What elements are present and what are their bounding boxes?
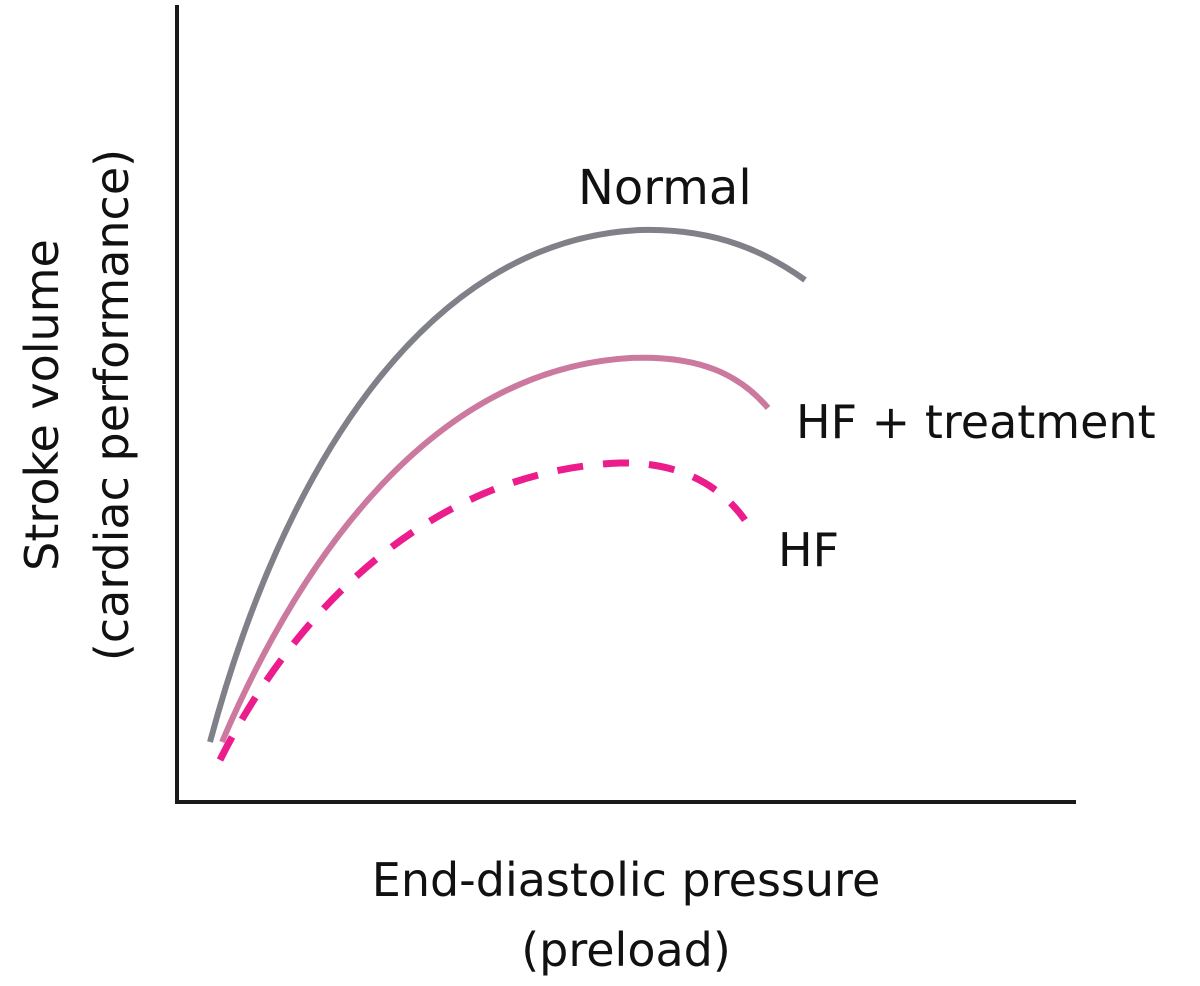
curve-hf bbox=[216, 459, 748, 762]
label-normal: Normal bbox=[578, 160, 752, 216]
y-axis-label-line1: Stroke volume bbox=[15, 239, 69, 571]
x-axis-label-line1: End-diastolic pressure bbox=[372, 853, 881, 907]
curve-normal bbox=[207, 226, 807, 743]
y-axis-label: Stroke volume (cardiac performance) bbox=[15, 149, 139, 661]
label-hf: HF bbox=[778, 523, 839, 577]
y-axis-label-line2: (cardiac performance) bbox=[85, 149, 139, 661]
label-hf-treatment: HF + treatment bbox=[796, 395, 1156, 449]
x-axis-label-line2: (preload) bbox=[521, 923, 731, 977]
curve-hf-treatment bbox=[219, 354, 771, 744]
